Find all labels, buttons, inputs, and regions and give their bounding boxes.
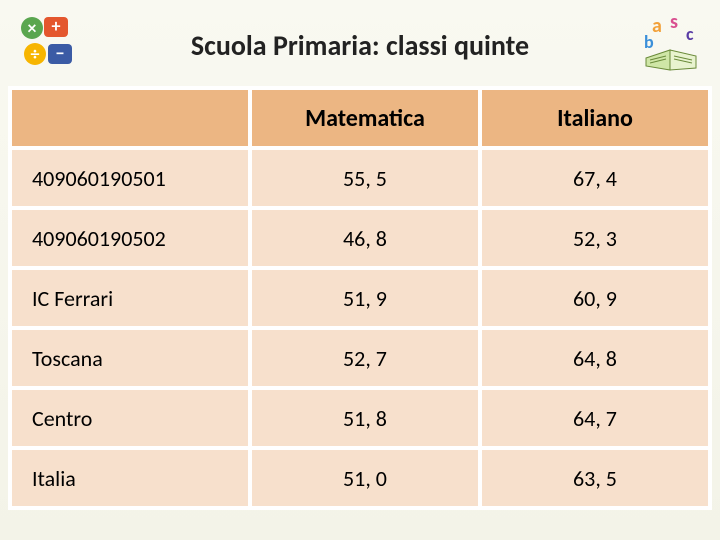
table-row: Toscana 52, 7 64, 8 bbox=[10, 328, 710, 388]
row-label: Centro bbox=[10, 388, 250, 448]
svg-text:÷: ÷ bbox=[31, 43, 40, 65]
cell: 51, 0 bbox=[250, 448, 480, 508]
cell: 46, 8 bbox=[250, 208, 480, 268]
math-symbols-icon: × + ÷ − bbox=[18, 12, 80, 79]
book-letters-icon: a s c b bbox=[640, 12, 702, 79]
svg-text:−: − bbox=[56, 42, 65, 64]
row-label: Italia bbox=[10, 448, 250, 508]
table-row: Italia 51, 0 63, 5 bbox=[10, 448, 710, 508]
cell: 67, 4 bbox=[480, 148, 710, 208]
data-table: Matematica Italiano 409060190501 55, 5 6… bbox=[8, 86, 712, 510]
row-label: IC Ferrari bbox=[10, 268, 250, 328]
cell: 51, 9 bbox=[250, 268, 480, 328]
table-row: 409060190502 46, 8 52, 3 bbox=[10, 208, 710, 268]
svg-text:c: c bbox=[686, 23, 694, 45]
page-title: Scuola Primaria: classi quinte bbox=[191, 28, 529, 63]
svg-text:b: b bbox=[644, 31, 654, 53]
header-italiano: Italiano bbox=[480, 88, 710, 148]
slide: × + ÷ − Scuola Primaria: classi quinte a… bbox=[0, 0, 720, 540]
cell: 52, 7 bbox=[250, 328, 480, 388]
table-header-row: Matematica Italiano bbox=[10, 88, 710, 148]
header-matematica: Matematica bbox=[250, 88, 480, 148]
cell: 64, 7 bbox=[480, 388, 710, 448]
cell: 51, 8 bbox=[250, 388, 480, 448]
svg-text:×: × bbox=[28, 17, 37, 39]
cell: 60, 9 bbox=[480, 268, 710, 328]
cell: 55, 5 bbox=[250, 148, 480, 208]
cell: 63, 5 bbox=[480, 448, 710, 508]
title-row: × + ÷ − Scuola Primaria: classi quinte a… bbox=[0, 10, 720, 80]
row-label: 409060190501 bbox=[10, 148, 250, 208]
cell: 64, 8 bbox=[480, 328, 710, 388]
table-row: 409060190501 55, 5 67, 4 bbox=[10, 148, 710, 208]
svg-text:s: s bbox=[670, 12, 678, 34]
table-row: Centro 51, 8 64, 7 bbox=[10, 388, 710, 448]
cell: 52, 3 bbox=[480, 208, 710, 268]
svg-text:+: + bbox=[52, 15, 61, 37]
row-label: Toscana bbox=[10, 328, 250, 388]
header-blank bbox=[10, 88, 250, 148]
row-label: 409060190502 bbox=[10, 208, 250, 268]
table-row: IC Ferrari 51, 9 60, 9 bbox=[10, 268, 710, 328]
